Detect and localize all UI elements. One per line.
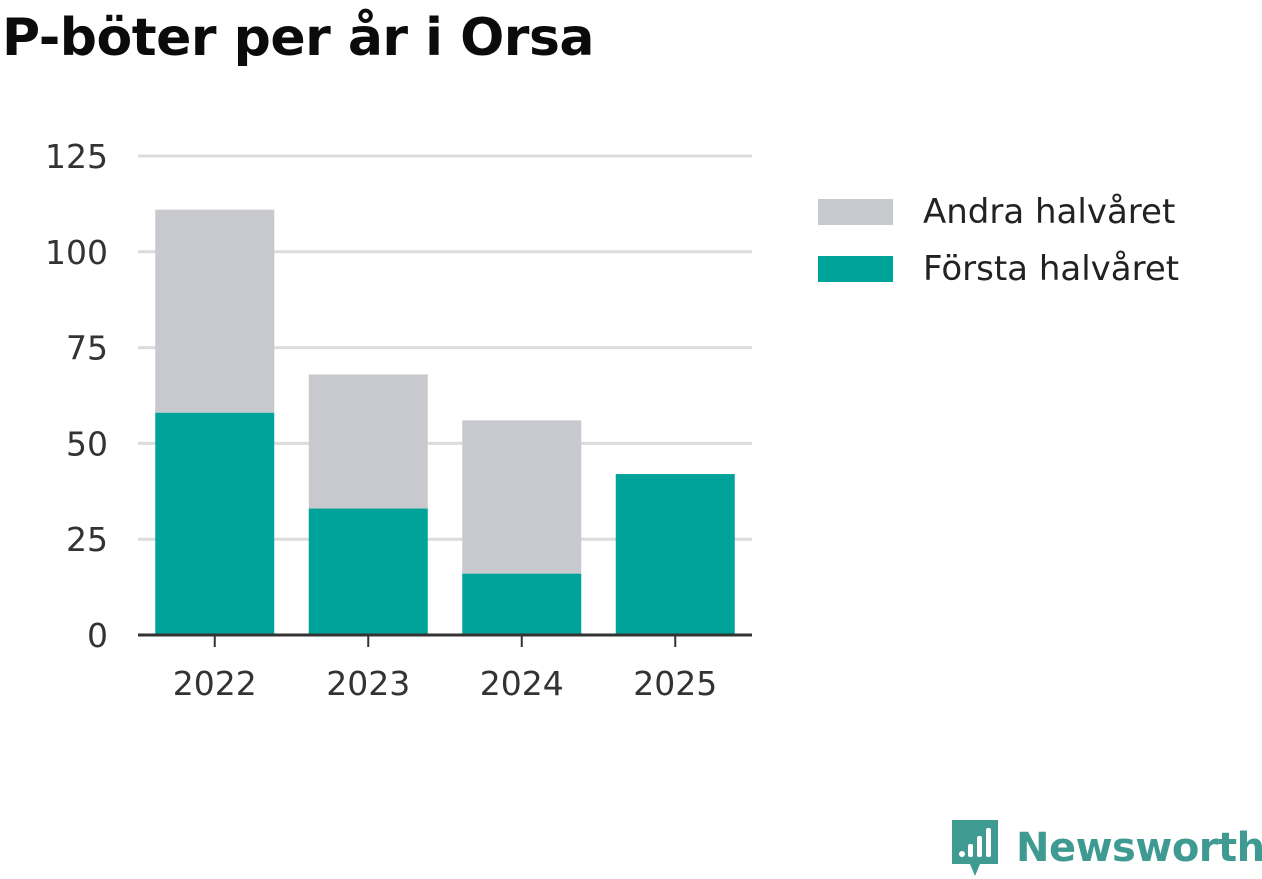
y-tick-label-100: 100 (45, 233, 108, 272)
bar-second-half-2024 (462, 420, 582, 574)
legend-label-second-half: Andra halvåret (923, 191, 1176, 232)
legend-swatch-first-half (818, 255, 893, 282)
bar-first-half-2025 (615, 474, 735, 635)
x-tick-label-2022: 2022 (173, 664, 257, 703)
y-tick-label-25: 25 (66, 520, 108, 559)
bar-second-half-2023 (308, 374, 428, 509)
newsworthy-logo-text: Newsworthy (1016, 825, 1262, 871)
y-tick-label-125: 125 (45, 137, 108, 176)
legend-label-first-half: Första halvåret (923, 248, 1180, 289)
legend-item-second-half: Andra halvåret (818, 183, 1179, 240)
legend-swatch-second-half (818, 198, 893, 225)
legend-item-first-half: Första halvåret (818, 240, 1179, 297)
legend: Andra halvåret Första halvåret (818, 183, 1179, 297)
y-tick-label-0: 0 (87, 616, 108, 655)
y-tick-label-50: 50 (66, 424, 108, 463)
x-tick-label-2025: 2025 (633, 664, 717, 703)
bar-first-half-2024 (462, 573, 582, 635)
newsworthy-chart-icon (952, 820, 998, 876)
bar-chart: 0 25 50 75 100 125 2022 2023 2024 2025 (45, 137, 752, 703)
bar-first-half-2023 (308, 508, 428, 635)
y-tick-label-75: 75 (66, 329, 108, 368)
bar-second-half-2022 (155, 209, 275, 413)
x-tick-label-2023: 2023 (326, 664, 410, 703)
x-tick-label-2024: 2024 (480, 664, 564, 703)
bar-first-half-2022 (155, 412, 275, 635)
newsworthy-logo: Newsworthy (950, 818, 1262, 878)
chart-title: P-böter per år i Orsa (2, 8, 595, 68)
